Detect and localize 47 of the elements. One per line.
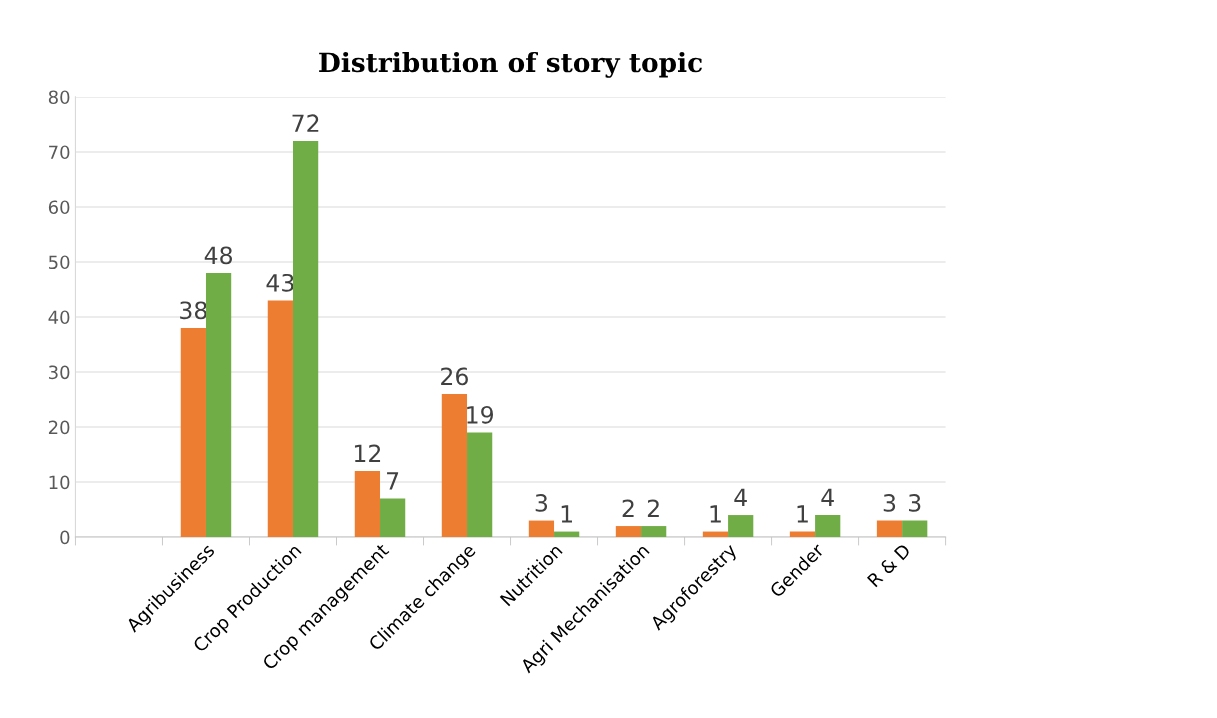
bar bbox=[554, 531, 580, 538]
bar bbox=[615, 526, 642, 538]
data-label: 1 bbox=[797, 505, 808, 523]
data-label: 48 bbox=[204, 246, 232, 265]
y-tick-label: 80 bbox=[48, 90, 70, 105]
bar bbox=[267, 300, 293, 538]
bar bbox=[380, 498, 406, 538]
y-tick-label: 20 bbox=[48, 420, 70, 435]
bar bbox=[728, 515, 754, 538]
y-tick-label: 50 bbox=[49, 255, 70, 270]
data-label: 1 bbox=[710, 505, 721, 523]
x-tick-label: R & D bbox=[866, 542, 912, 588]
bar bbox=[876, 520, 903, 538]
bar bbox=[205, 272, 232, 538]
bar bbox=[467, 432, 493, 538]
data-label: 12 bbox=[354, 444, 381, 462]
bar bbox=[789, 531, 816, 538]
y-tick-label: 60 bbox=[48, 200, 70, 215]
bar bbox=[702, 531, 729, 538]
chart-title: Distribution of story topic bbox=[319, 51, 702, 78]
data-label: 4 bbox=[734, 488, 747, 506]
bar bbox=[528, 520, 555, 538]
bar bbox=[902, 520, 928, 538]
bar bbox=[292, 140, 319, 538]
data-label: 26 bbox=[441, 367, 468, 386]
data-label: 19 bbox=[467, 405, 493, 424]
data-label: 7 bbox=[387, 472, 399, 490]
data-label: 3 bbox=[883, 493, 896, 512]
data-label: 2 bbox=[647, 499, 659, 517]
data-label: 3 bbox=[909, 493, 921, 512]
data-label: 38 bbox=[180, 301, 207, 320]
data-label: 1 bbox=[561, 505, 572, 523]
bar bbox=[815, 515, 841, 538]
y-tick-label: 10 bbox=[49, 475, 70, 490]
bar bbox=[641, 526, 667, 538]
y-tick-label: 30 bbox=[48, 365, 70, 380]
bar bbox=[441, 394, 468, 538]
bar bbox=[180, 328, 206, 538]
y-tick-label: 70 bbox=[49, 145, 70, 160]
data-label: 4 bbox=[821, 488, 834, 506]
bar bbox=[354, 471, 381, 538]
data-label: 3 bbox=[535, 493, 548, 512]
data-label: 2 bbox=[622, 499, 634, 517]
y-tick-label: 40 bbox=[48, 310, 70, 325]
y-tick-label: 0 bbox=[60, 530, 70, 545]
data-label: 72 bbox=[292, 114, 319, 132]
data-label: 43 bbox=[266, 273, 294, 292]
